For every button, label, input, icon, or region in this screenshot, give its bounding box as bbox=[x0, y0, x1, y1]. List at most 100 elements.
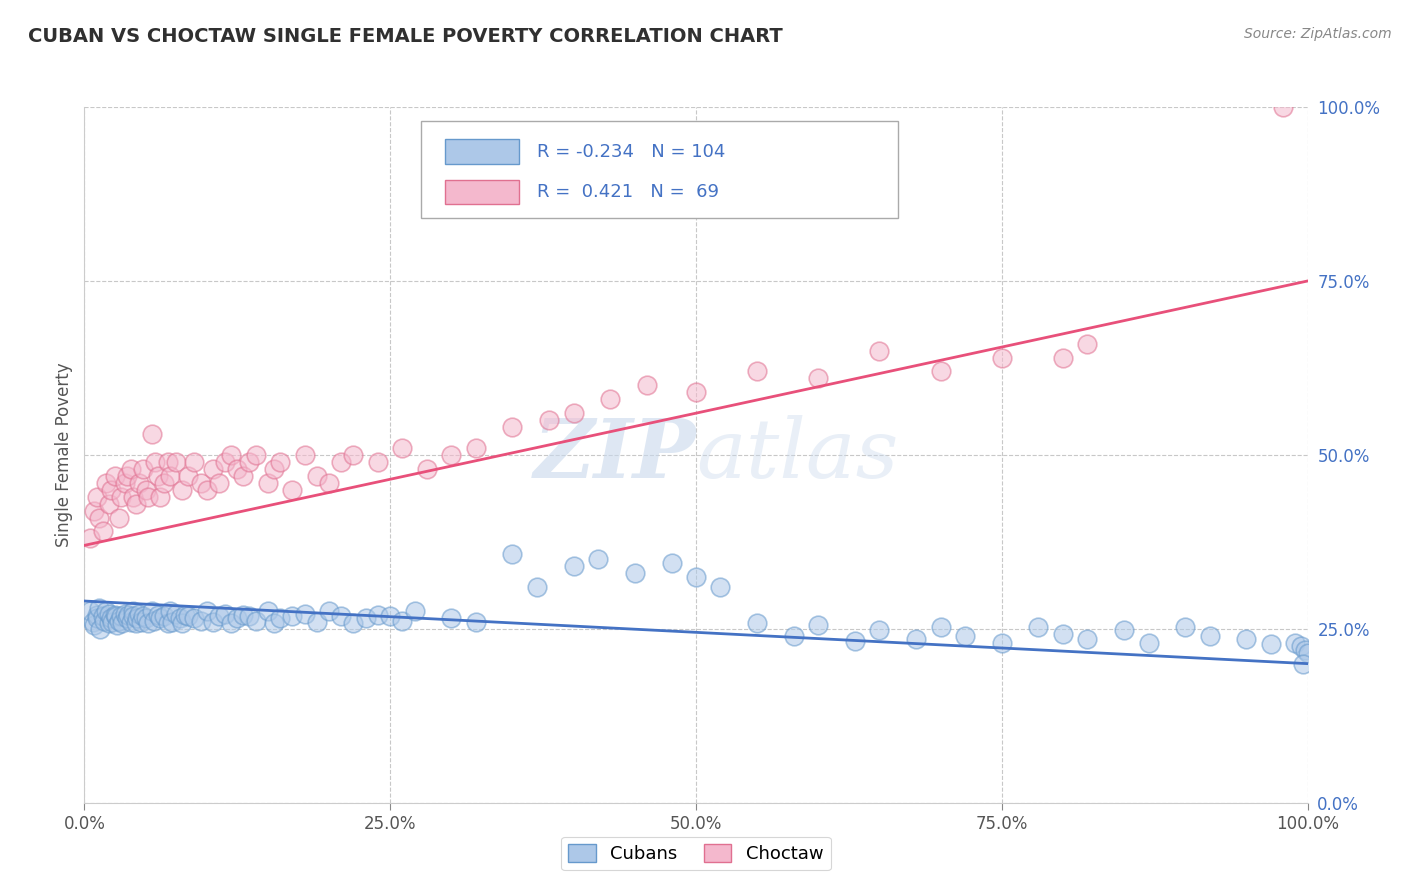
Point bbox=[905, 632, 928, 647]
Point bbox=[404, 605, 426, 619]
Bar bbox=[446, 139, 519, 164]
Point bbox=[120, 615, 142, 629]
Text: ZIP: ZIP bbox=[533, 415, 696, 495]
Point bbox=[219, 448, 242, 462]
Point bbox=[281, 609, 304, 624]
Point bbox=[380, 609, 402, 624]
Point bbox=[294, 607, 316, 621]
Point bbox=[195, 605, 218, 619]
Point bbox=[208, 475, 231, 490]
Point bbox=[685, 385, 707, 400]
Point bbox=[232, 607, 254, 622]
Point bbox=[128, 607, 150, 621]
Point bbox=[464, 615, 486, 629]
Point bbox=[501, 420, 523, 434]
Point bbox=[1291, 639, 1313, 653]
Point bbox=[97, 607, 120, 621]
Point bbox=[1174, 620, 1197, 634]
Point bbox=[122, 609, 145, 624]
Point bbox=[226, 462, 249, 476]
Point bbox=[105, 609, 128, 624]
Point bbox=[146, 468, 169, 483]
Point bbox=[86, 611, 108, 625]
Point bbox=[869, 343, 891, 358]
Point bbox=[201, 615, 224, 629]
Point bbox=[122, 490, 145, 504]
Point bbox=[354, 611, 377, 625]
Point bbox=[990, 351, 1012, 365]
Point bbox=[1137, 636, 1160, 650]
Point bbox=[190, 475, 212, 490]
Point bbox=[169, 611, 191, 625]
Point bbox=[238, 609, 260, 624]
Point bbox=[1284, 636, 1306, 650]
Point bbox=[208, 609, 231, 624]
Point bbox=[214, 455, 236, 469]
Point bbox=[159, 605, 181, 619]
Point bbox=[107, 614, 129, 628]
Point bbox=[844, 634, 866, 648]
Point bbox=[263, 616, 285, 631]
Point bbox=[91, 609, 114, 624]
Point bbox=[440, 611, 463, 625]
Point bbox=[100, 483, 122, 497]
Point bbox=[183, 455, 205, 469]
Text: atlas: atlas bbox=[696, 415, 898, 495]
Point bbox=[990, 636, 1012, 650]
Point bbox=[111, 616, 134, 631]
Point bbox=[136, 490, 159, 504]
Point bbox=[501, 547, 523, 561]
Point bbox=[929, 620, 952, 634]
Point bbox=[177, 609, 200, 624]
Point bbox=[153, 475, 176, 490]
Point bbox=[165, 607, 187, 621]
Point bbox=[562, 406, 585, 420]
Point bbox=[97, 497, 120, 511]
Point bbox=[367, 607, 389, 622]
Point bbox=[114, 475, 136, 490]
Point bbox=[97, 616, 120, 631]
Point bbox=[83, 618, 105, 632]
Point bbox=[807, 371, 830, 385]
Point bbox=[96, 605, 118, 619]
Point bbox=[1294, 642, 1316, 657]
Point bbox=[342, 448, 364, 462]
Point bbox=[929, 364, 952, 378]
Point bbox=[1234, 632, 1257, 647]
Point bbox=[538, 413, 561, 427]
Point bbox=[636, 378, 658, 392]
Point bbox=[257, 475, 280, 490]
Point bbox=[87, 510, 110, 524]
Point bbox=[869, 624, 891, 638]
Point bbox=[172, 483, 194, 497]
Point bbox=[115, 611, 138, 625]
Text: CUBAN VS CHOCTAW SINGLE FEMALE POVERTY CORRELATION CHART: CUBAN VS CHOCTAW SINGLE FEMALE POVERTY C… bbox=[28, 27, 783, 45]
Point bbox=[269, 455, 291, 469]
Point bbox=[953, 629, 976, 643]
Point bbox=[153, 609, 176, 624]
Point bbox=[391, 614, 413, 628]
FancyBboxPatch shape bbox=[420, 121, 898, 219]
Point bbox=[1272, 100, 1295, 114]
Point bbox=[132, 462, 155, 476]
Point bbox=[1296, 646, 1319, 660]
Point bbox=[440, 448, 463, 462]
Point bbox=[135, 611, 157, 625]
Point bbox=[305, 615, 328, 629]
Point bbox=[1052, 351, 1074, 365]
Point bbox=[129, 615, 152, 629]
Point bbox=[1028, 620, 1050, 634]
Point bbox=[101, 615, 124, 629]
Point bbox=[214, 607, 236, 621]
Point bbox=[201, 462, 224, 476]
Point bbox=[110, 490, 132, 504]
Point bbox=[1076, 632, 1098, 647]
Point bbox=[183, 611, 205, 625]
Point bbox=[263, 462, 285, 476]
Point bbox=[391, 441, 413, 455]
Point bbox=[125, 616, 148, 631]
Point bbox=[132, 609, 155, 624]
Point bbox=[141, 605, 163, 619]
Point bbox=[110, 609, 132, 624]
Point bbox=[114, 607, 136, 621]
